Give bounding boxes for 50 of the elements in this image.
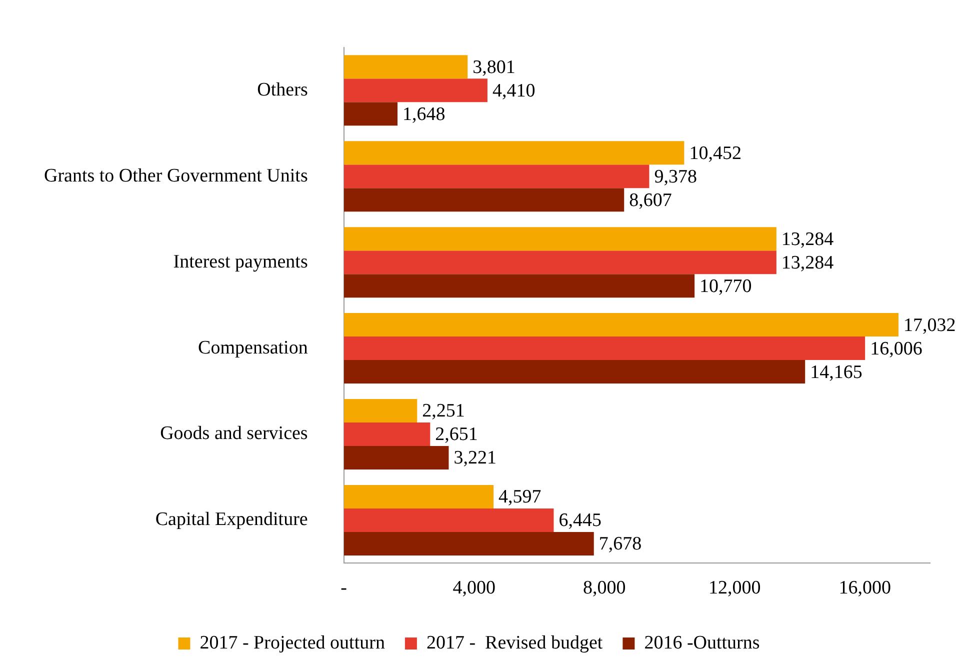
bar bbox=[344, 446, 449, 470]
bar bbox=[344, 102, 398, 126]
data-label: 10,770 bbox=[700, 276, 752, 297]
data-label: 16,006 bbox=[870, 338, 922, 360]
bar bbox=[344, 141, 684, 165]
bar bbox=[344, 508, 554, 532]
data-label: 4,410 bbox=[492, 80, 536, 102]
bar bbox=[344, 313, 898, 337]
bar bbox=[344, 188, 624, 212]
y-tick-label: Interest payments bbox=[173, 251, 308, 272]
data-label: 6,445 bbox=[558, 510, 602, 532]
bar bbox=[344, 399, 418, 422]
y-tick-label: Compensation bbox=[198, 337, 308, 358]
y-tick-label: Grants to Other Government Units bbox=[44, 165, 308, 186]
bar bbox=[344, 484, 494, 508]
data-label: 13,284 bbox=[781, 228, 834, 250]
legend-label: 2017 - Projected outturn bbox=[200, 632, 386, 654]
data-label: 13,284 bbox=[781, 252, 834, 274]
x-tick-label: 8,000 bbox=[582, 578, 626, 599]
bar bbox=[344, 422, 430, 446]
y-tick-label: Others bbox=[257, 79, 308, 100]
bar bbox=[344, 250, 776, 274]
data-label: 14,165 bbox=[810, 362, 862, 383]
x-tick-label: 16,000 bbox=[838, 578, 891, 599]
bar bbox=[344, 274, 695, 298]
data-label: 2,651 bbox=[435, 424, 478, 446]
data-label: 10,452 bbox=[689, 142, 742, 164]
bar bbox=[344, 164, 650, 188]
bar bbox=[344, 78, 488, 102]
x-tick-label: 12,000 bbox=[708, 578, 761, 599]
data-label: 7,678 bbox=[598, 534, 642, 555]
y-tick-label: Goods and services bbox=[160, 423, 308, 444]
x-tick-label: 4,000 bbox=[452, 578, 496, 599]
data-label: 1,648 bbox=[402, 104, 446, 125]
data-label: 4,597 bbox=[498, 486, 542, 508]
data-label: 9,378 bbox=[654, 166, 697, 188]
bar bbox=[344, 336, 866, 360]
data-label: 17,032 bbox=[903, 314, 956, 336]
legend-label: 2017 - Revised budget bbox=[426, 632, 604, 654]
data-label: 3,221 bbox=[454, 448, 496, 469]
data-label: 2,251 bbox=[422, 400, 465, 422]
data-label: 3,801 bbox=[472, 56, 516, 78]
bar bbox=[344, 55, 468, 79]
bar bbox=[344, 360, 806, 384]
bar bbox=[344, 532, 594, 556]
x-tick-label: - bbox=[340, 578, 347, 599]
legend-label: 2016 -Outturns bbox=[644, 632, 760, 654]
bar bbox=[344, 227, 776, 251]
data-label: 8,607 bbox=[629, 190, 672, 211]
y-tick-label: Capital Expenditure bbox=[155, 509, 308, 530]
